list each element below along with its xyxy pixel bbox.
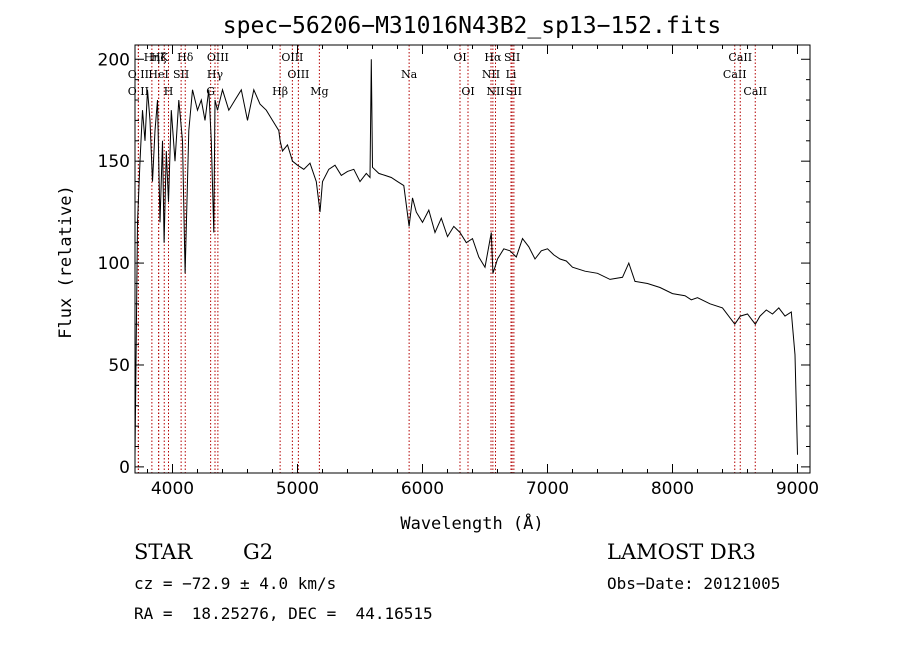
line-label-8: Hδ [177, 51, 194, 64]
line-label-19: Hα [484, 51, 502, 64]
line-label-4: K [160, 51, 169, 64]
line-label-23: Li [506, 68, 517, 81]
chart-title: spec−56206−M31016N43B2_sp13−152.fits [223, 13, 722, 39]
x-tick-label-3: 7000 [526, 479, 569, 499]
y-tick-label-4: 200 [98, 50, 130, 70]
line-label-2: O II [128, 85, 149, 98]
line-label-14: OIII [287, 68, 309, 81]
line-label-15: Mg [310, 85, 328, 98]
ra-dec: RA = 18.25276, DEC = 44.16515 [134, 604, 433, 623]
line-label-12: Hβ [272, 85, 288, 98]
line-label-6: SII [173, 68, 189, 81]
x-tick-label-2: 6000 [401, 479, 444, 499]
line-label-27: CaII [743, 85, 767, 98]
line-label-9: OIII [207, 51, 229, 64]
line-label-24: SII [506, 85, 522, 98]
redshift-cz: cz = −72.9 ± 4.0 km/s [134, 574, 337, 593]
line-label-11: G [206, 85, 215, 98]
line-label-18: OI [461, 85, 474, 98]
y-tick-label-0: 0 [119, 458, 130, 478]
line-label-10: Hγ [207, 68, 224, 81]
y-tick-label-1: 50 [108, 356, 130, 376]
x-tick-label-0: 4000 [151, 479, 194, 499]
line-label-7: H [164, 85, 174, 98]
line-label-21: NII [486, 85, 504, 98]
observation-date: Obs−Date: 20121005 [607, 574, 781, 593]
x-axis-label: Wavelength (Å) [400, 512, 543, 534]
line-label-1: O II [128, 68, 149, 81]
y-tick-label-3: 150 [98, 152, 130, 172]
line-label-0: Hη [144, 51, 160, 64]
line-label-22: SII [504, 51, 520, 64]
line-label-5: HeI [148, 68, 168, 81]
plot-frame [134, 44, 811, 474]
object-class: STAR [134, 540, 193, 564]
spectrum-line [134, 59, 798, 457]
y-axis-label: Flux (relative) [56, 185, 76, 339]
line-label-25: CaII [728, 51, 752, 64]
line-label-16: Na [401, 68, 418, 81]
line-label-13: OIII [281, 51, 303, 64]
y-tick-label-2: 100 [98, 254, 130, 274]
x-tick-label-4: 8000 [651, 479, 694, 499]
object-subclass: G2 [243, 540, 274, 564]
x-tick-label-1: 5000 [276, 479, 319, 499]
x-tick-label-5: 9000 [776, 479, 819, 499]
line-label-17: OI [453, 51, 466, 64]
line-label-20: NII [482, 68, 500, 81]
line-label-3: Hζ [151, 51, 167, 64]
line-label-26: CaII [723, 68, 747, 81]
survey-name: LAMOST DR3 [607, 540, 756, 564]
